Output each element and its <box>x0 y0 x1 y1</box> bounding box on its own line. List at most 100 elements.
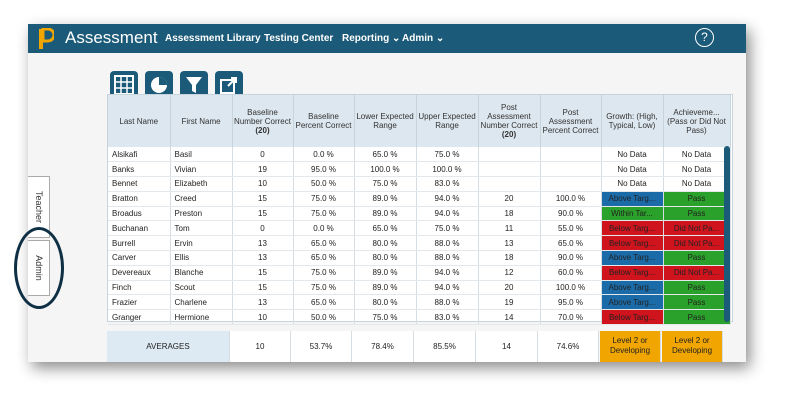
help-icon[interactable]: ? <box>695 28 714 47</box>
post-number-cell: 20 <box>478 280 541 296</box>
first-name-cell: Hermione <box>170 309 233 326</box>
post-number-cell: 19 <box>478 294 541 311</box>
table-header-row: Last Name First Name Baseline Number Corre… <box>108 95 731 147</box>
table-row[interactable]: Buchanan Tom 0 0.0 % 65.0 % 75.0 % 11 55.0 % Bel… <box>108 220 731 237</box>
column-header[interactable]: Baseline Number Correct (20) <box>232 95 294 147</box>
column-header-label: Lower Expected Range <box>356 112 414 130</box>
table-row[interactable]: Granger Hermione 10 50.0 % 75.0 % 83.0 % 14 70.… <box>108 309 731 326</box>
column-header-label: Achieveme... (Pass or Did Not Pass) <box>667 107 726 135</box>
upper-range-cell: 100.0 % <box>416 161 479 178</box>
lower-range-cell: 65.0 % <box>354 220 417 237</box>
column-header-total: (20) <box>501 130 517 139</box>
column-header[interactable]: Post Assessment Percent Correct <box>540 95 602 147</box>
table-row[interactable]: Devereaux Blanche 15 75.0 % 89.0 % 94.0 % 12 60… <box>108 265 731 281</box>
column-header[interactable]: First Name <box>170 95 233 147</box>
growth-status-cell: Above Targ... <box>601 191 664 207</box>
export-icon <box>220 77 237 94</box>
nav-admin-dropdown[interactable]: Admin ⌄ <box>402 33 445 44</box>
baseline-number-cell: 10 <box>232 176 294 192</box>
first-name-cell: Ervin <box>170 235 233 252</box>
column-header[interactable]: Lower Expected Range <box>354 95 417 147</box>
table-row[interactable]: Broadus Preston 15 75.0 % 89.0 % 94.0 % 18 90.0… <box>108 206 731 222</box>
lower-range-cell: 100.0 % <box>354 161 417 178</box>
upper-range-cell: 88.0 % <box>416 294 479 311</box>
last-name-cell: Frazier <box>108 294 171 311</box>
tab-teacher-label: Teacher <box>33 190 44 224</box>
nav-assessment-library[interactable]: Assessment Library <box>165 33 261 44</box>
last-name-cell: Buchanan <box>108 220 171 237</box>
growth-status-cell: Within Tar... <box>601 206 664 222</box>
achievement-status-cell: Did Not Pa... <box>663 265 731 281</box>
column-header-label: Upper Expected Range <box>418 112 476 130</box>
last-name-cell: Carver <box>108 250 171 266</box>
app-window: Assessment Assessment Library Testing Ce… <box>28 24 746 362</box>
last-name-cell: Banks <box>108 161 171 178</box>
table-row[interactable]: Banks Vivian 19 95.0 % 100.0 % 100.0 % No Data… <box>108 161 731 178</box>
column-header[interactable]: Post Assessment Number Correct (20) <box>478 95 541 147</box>
table-row[interactable]: Frazier Charlene 13 65.0 % 80.0 % 88.0 % 19 95.… <box>108 294 731 311</box>
growth-status-cell: Above Targ... <box>601 250 664 266</box>
table-row[interactable]: Alsikafi Basil 0 0.0 % 65.0 % 75.0 % No Data No… <box>108 147 731 163</box>
first-name-cell: Charlene <box>170 294 233 311</box>
nav-testing-center[interactable]: Testing Center <box>264 33 334 44</box>
achievement-status-cell: No Data <box>663 161 731 178</box>
avg-baseline-number: 10 <box>230 331 291 362</box>
baseline-percent-cell: 75.0 % <box>293 191 355 207</box>
baseline-percent-cell: 50.0 % <box>293 309 355 326</box>
column-header-total: (20) <box>255 125 270 135</box>
first-name-cell: Tom <box>170 220 233 237</box>
first-name-cell: Elizabeth <box>170 176 233 192</box>
table-row[interactable]: Burrell Ervin 13 65.0 % 80.0 % 88.0 % 13 65.0 %… <box>108 235 731 252</box>
achievement-status-cell: Pass <box>663 206 731 222</box>
baseline-percent-cell: 0.0 % <box>293 147 355 163</box>
column-header[interactable]: Upper Expected Range <box>416 95 479 147</box>
post-number-cell: 13 <box>478 235 541 252</box>
lower-range-cell: 80.0 % <box>354 235 417 252</box>
baseline-number-cell: 10 <box>232 309 294 326</box>
column-header[interactable]: Last Name <box>108 95 171 147</box>
lower-range-cell: 65.0 % <box>354 147 417 163</box>
last-name-cell: Burrell <box>108 235 171 252</box>
upper-range-cell: 88.0 % <box>416 235 479 252</box>
post-percent-cell: 90.0 % <box>540 250 602 266</box>
achievement-status-cell: Did Not Pa... <box>663 235 731 252</box>
nav-reporting-dropdown[interactable]: Reporting ⌄ <box>342 33 401 44</box>
upper-range-cell: 94.0 % <box>416 280 479 296</box>
table-row[interactable]: Bratton Creed 15 75.0 % 89.0 % 94.0 % 20 100.0 … <box>108 191 731 207</box>
table-row[interactable]: Carver Ellis 13 65.0 % 80.0 % 88.0 % 18 90.0 % A… <box>108 250 731 266</box>
post-number-cell: 20 <box>478 191 541 207</box>
column-header[interactable]: Growth: (High, Typical, Low) <box>601 95 664 147</box>
annotation-circle <box>14 227 64 309</box>
post-number-cell: 14 <box>478 309 541 326</box>
chart-view-button[interactable] <box>145 71 173 99</box>
report-table-panel: Last Name First Name Baseline Number Corre… <box>107 94 733 326</box>
baseline-percent-cell: 75.0 % <box>293 265 355 281</box>
app-title: Assessment <box>65 28 158 47</box>
baseline-percent-cell: 0.0 % <box>293 220 355 237</box>
upper-range-cell: 83.0 % <box>416 176 479 192</box>
table-scrollbar[interactable] <box>724 146 730 322</box>
baseline-percent-cell: 75.0 % <box>293 280 355 296</box>
upper-range-cell: 94.0 % <box>416 265 479 281</box>
avg-post-number: 14 <box>476 331 538 362</box>
post-number-cell: 18 <box>478 206 541 222</box>
pie-chart-icon <box>151 77 167 93</box>
lower-range-cell: 75.0 % <box>354 176 417 192</box>
report-table: Last Name First Name Baseline Number Corre… <box>108 95 731 326</box>
post-number-cell: 12 <box>478 265 541 281</box>
post-percent-cell: 90.0 % <box>540 206 602 222</box>
lower-range-cell: 75.0 % <box>354 309 417 326</box>
averages-label: AVERAGES <box>107 331 230 362</box>
table-row[interactable]: Finch Scout 15 75.0 % 89.0 % 94.0 % 20 100.0 % A… <box>108 280 731 296</box>
column-header-label: Baseline Number Correct <box>234 107 291 126</box>
last-name-cell: Alsikafi <box>108 147 171 163</box>
baseline-percent-cell: 65.0 % <box>293 235 355 252</box>
column-header[interactable]: Baseline Percent Correct <box>293 95 355 147</box>
upper-range-cell: 75.0 % <box>416 147 479 163</box>
table-row[interactable]: Bennet Elizabeth 10 50.0 % 75.0 % 83.0 % No Da… <box>108 176 731 192</box>
table-body: Alsikafi Basil 0 0.0 % 65.0 % 75.0 % No Data No… <box>108 147 731 326</box>
first-name-cell: Preston <box>170 206 233 222</box>
lower-range-cell: 89.0 % <box>354 206 417 222</box>
column-header[interactable]: Achieveme... (Pass or Did Not Pass) <box>663 95 731 147</box>
avg-achievement-level: Level 2 or Developing <box>662 331 723 362</box>
